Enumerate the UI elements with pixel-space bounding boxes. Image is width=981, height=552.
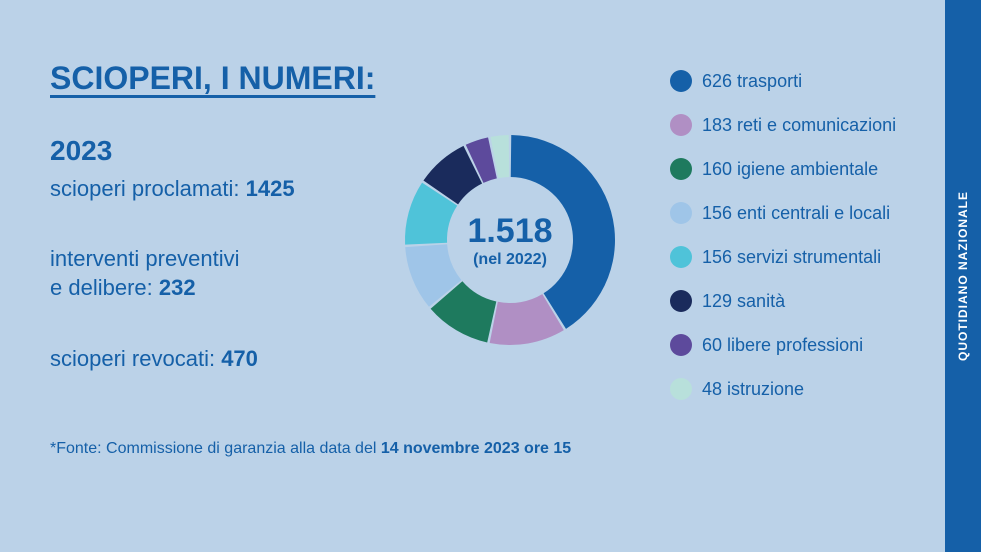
legend-swatch bbox=[670, 290, 692, 312]
stat-value: 232 bbox=[159, 275, 196, 300]
legend-label: 156 servizi strumentali bbox=[702, 247, 881, 268]
legend-item: 626 trasporti bbox=[670, 70, 896, 92]
legend-label: 156 enti centrali e locali bbox=[702, 203, 890, 224]
year-heading: 2023 bbox=[50, 135, 112, 167]
stat-value: 470 bbox=[221, 346, 258, 371]
stat-value: 1425 bbox=[246, 176, 295, 201]
legend-label: 626 trasporti bbox=[702, 71, 802, 92]
source-prefix: *Fonte: Commissione di garanzia alla dat… bbox=[50, 440, 381, 457]
brand-text: QUOTIDIANO NAZIONALE bbox=[956, 191, 970, 361]
legend-swatch bbox=[670, 334, 692, 356]
stat-label: scioperi proclamati: bbox=[50, 176, 246, 201]
legend-item: 48 istruzione bbox=[670, 378, 896, 400]
legend-label: 160 igiene ambientale bbox=[702, 159, 878, 180]
legend-item: 156 servizi strumentali bbox=[670, 246, 896, 268]
legend-item: 60 libere professioni bbox=[670, 334, 896, 356]
source-note: *Fonte: Commissione di garanzia alla dat… bbox=[50, 440, 571, 458]
legend-swatch bbox=[670, 202, 692, 224]
source-date: 14 novembre 2023 ore 15 bbox=[381, 440, 571, 457]
brand-sidebar: QUOTIDIANO NAZIONALE bbox=[945, 0, 981, 552]
legend-item: 129 sanità bbox=[670, 290, 896, 312]
stat-interventi: interventi preventivi e delibere: 232 bbox=[50, 245, 240, 302]
legend-swatch bbox=[670, 70, 692, 92]
legend-item: 183 reti e comunicazioni bbox=[670, 114, 896, 136]
legend-label: 60 libere professioni bbox=[702, 335, 863, 356]
stat-label-line1: interventi preventivi bbox=[50, 246, 240, 271]
donut-chart bbox=[400, 130, 620, 350]
legend-swatch bbox=[670, 378, 692, 400]
legend-swatch bbox=[670, 158, 692, 180]
stat-proclamati: scioperi proclamati: 1425 bbox=[50, 175, 295, 204]
stat-label-line2: e delibere: bbox=[50, 275, 159, 300]
legend-label: 48 istruzione bbox=[702, 379, 804, 400]
legend: 626 trasporti 183 reti e comunicazioni 160… bbox=[670, 70, 896, 400]
stat-revocati: scioperi revocati: 470 bbox=[50, 345, 258, 374]
legend-label: 183 reti e comunicazioni bbox=[702, 115, 896, 136]
legend-label: 129 sanità bbox=[702, 291, 785, 312]
legend-item: 160 igiene ambientale bbox=[670, 158, 896, 180]
legend-item: 156 enti centrali e locali bbox=[670, 202, 896, 224]
stat-label: scioperi revocati: bbox=[50, 346, 221, 371]
donut-inner-circle bbox=[448, 178, 572, 302]
page-title: SCIOPERI, I NUMERI: bbox=[50, 60, 375, 97]
legend-swatch bbox=[670, 246, 692, 268]
legend-swatch bbox=[670, 114, 692, 136]
